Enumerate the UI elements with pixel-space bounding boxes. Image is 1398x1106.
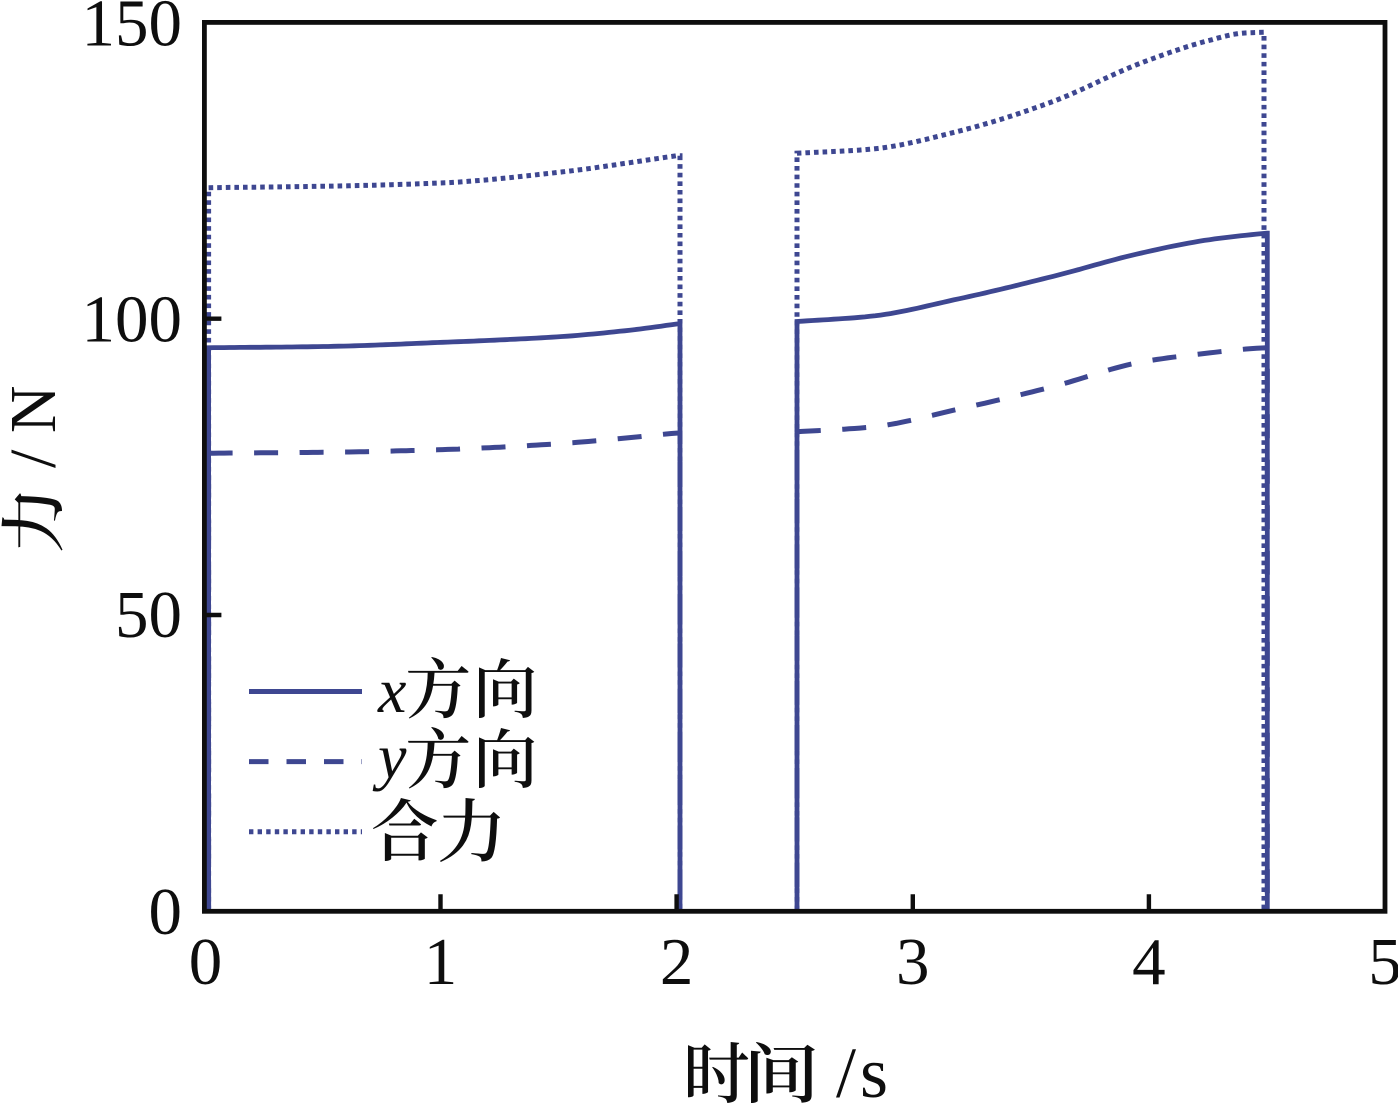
- svg-text:/ N: / N: [0, 386, 70, 469]
- svg-text:50: 50: [115, 578, 182, 652]
- svg-text:1: 1: [424, 925, 458, 999]
- svg-text:0: 0: [189, 925, 223, 999]
- svg-text:100: 100: [82, 282, 183, 356]
- svg-text:/: /: [836, 1033, 856, 1106]
- svg-text:5: 5: [1368, 925, 1398, 999]
- svg-text:3: 3: [896, 925, 930, 999]
- svg-text:s: s: [860, 1033, 888, 1106]
- svg-text:x: x: [377, 655, 406, 726]
- svg-text:2: 2: [660, 925, 694, 999]
- svg-text:4: 4: [1132, 925, 1166, 999]
- svg-text:0: 0: [149, 875, 183, 949]
- svg-text:y: y: [372, 721, 407, 792]
- svg-text:150: 150: [82, 0, 183, 61]
